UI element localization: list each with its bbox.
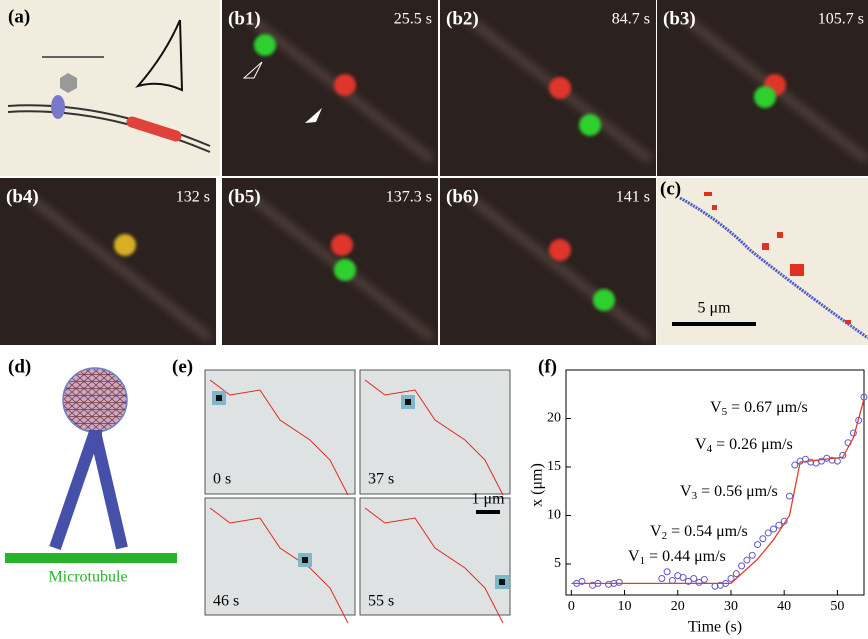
data-point — [680, 575, 686, 581]
time-label: 0 s — [213, 471, 231, 488]
data-point — [701, 576, 707, 582]
particle — [300, 555, 310, 565]
time-label: 37 s — [368, 471, 394, 488]
scale-label: 5 μm — [697, 300, 731, 317]
timestamp: 84.7 s — [612, 11, 650, 28]
panel-label: (b3) — [663, 8, 696, 29]
microtubule-label: Microtubule — [48, 569, 127, 586]
x-tick-label: 20 — [671, 599, 685, 614]
spot — [334, 74, 356, 96]
panel-label: (f) — [538, 356, 557, 377]
v: V — [710, 399, 722, 416]
tracking-images: 0 s 37 s 46 s 55 s 1 μm — [205, 370, 510, 623]
spot — [549, 77, 571, 99]
panel-label: (d) — [8, 356, 31, 377]
x-tick-label: 40 — [777, 599, 791, 614]
x-tick-label: 50 — [830, 599, 844, 614]
motor-legs — [55, 432, 122, 548]
timestamp: 105.7 s — [818, 11, 864, 28]
velocity-annotation: V1 = 0.44 μm/s — [628, 548, 726, 567]
particle — [403, 397, 413, 407]
x-tick-label: 0 — [568, 599, 575, 614]
particle — [497, 577, 507, 587]
timestamp: 141 s — [616, 189, 650, 206]
data-point — [787, 493, 793, 499]
value: = 0.56 μm/s — [697, 483, 778, 500]
velocity-annotation: V2 = 0.54 μm/s — [650, 523, 748, 542]
velocity-annotation: V5 = 0.67 μm/s — [710, 399, 808, 418]
x-tick-label: 10 — [618, 599, 632, 614]
spot — [254, 34, 276, 56]
data-point — [669, 577, 675, 583]
value: = 0.26 μm/s — [712, 436, 793, 453]
spot — [593, 289, 615, 311]
v: V — [680, 483, 692, 500]
data-point — [691, 576, 697, 582]
y-tick-label: 15 — [547, 459, 561, 474]
spot — [579, 114, 601, 136]
data-point — [749, 552, 755, 558]
v: V — [695, 436, 707, 453]
data-point — [739, 563, 745, 569]
cargo-outline — [63, 368, 127, 432]
data-point — [755, 542, 761, 548]
panel-label: (b5) — [228, 186, 261, 207]
y-axis-label: x (μm) — [529, 463, 546, 507]
data-point — [664, 569, 670, 575]
x-tick-label: 30 — [724, 599, 738, 614]
data-point — [765, 530, 771, 536]
panel-bg — [0, 0, 220, 176]
y-tick-label: 10 — [547, 508, 561, 523]
timestamp: 137.3 s — [386, 189, 432, 206]
panel-label: (b2) — [446, 8, 479, 29]
panel-label: (b1) — [228, 8, 261, 29]
data-point — [792, 462, 798, 468]
spot — [114, 234, 136, 256]
value: = 0.44 μm/s — [645, 548, 726, 565]
microtubule-bar — [5, 553, 177, 563]
y-tick-label: 5 — [554, 556, 561, 571]
time-label: 55 s — [368, 593, 394, 610]
spot — [334, 259, 356, 281]
velocity-annotation: V4 = 0.26 μm/s — [695, 436, 793, 455]
motor-head — [90, 430, 102, 446]
data-point — [760, 536, 766, 542]
motor — [51, 95, 65, 119]
v: V — [628, 548, 640, 565]
scale-label: 1 μm — [471, 491, 505, 508]
panel-label: (a) — [8, 6, 30, 27]
y-tick-label: 20 — [547, 411, 561, 426]
timestamp: 25.5 s — [394, 11, 432, 28]
time-label: 46 s — [213, 593, 239, 610]
value: = 0.67 μm/s — [727, 399, 808, 416]
v: V — [650, 523, 662, 540]
velocity-annotation: V3 = 0.56 μm/s — [680, 483, 778, 502]
panel-label: (c) — [660, 178, 681, 199]
value: = 0.54 μm/s — [667, 523, 748, 540]
plot: 0 10 20 30 40 50 5 10 15 20 V1 = 0.44 μm/s V2 = 0.5… — [547, 370, 867, 614]
timestamp: 132 s — [176, 189, 210, 206]
data-point — [659, 576, 665, 582]
panel-label: (e) — [172, 356, 193, 377]
data-point — [771, 526, 777, 532]
panel-label: (b4) — [6, 186, 39, 207]
figure: (a) (b1) 25.5 s (b2) 84.7 s (b3) 105.7 s (b4) 1… — [0, 0, 868, 639]
panel-label: (b6) — [446, 186, 479, 207]
particle — [214, 393, 224, 403]
spot — [331, 234, 353, 256]
x-axis-label: Time (s) — [688, 619, 742, 636]
spot — [549, 239, 571, 261]
data-point — [744, 557, 750, 563]
spot — [754, 86, 776, 108]
